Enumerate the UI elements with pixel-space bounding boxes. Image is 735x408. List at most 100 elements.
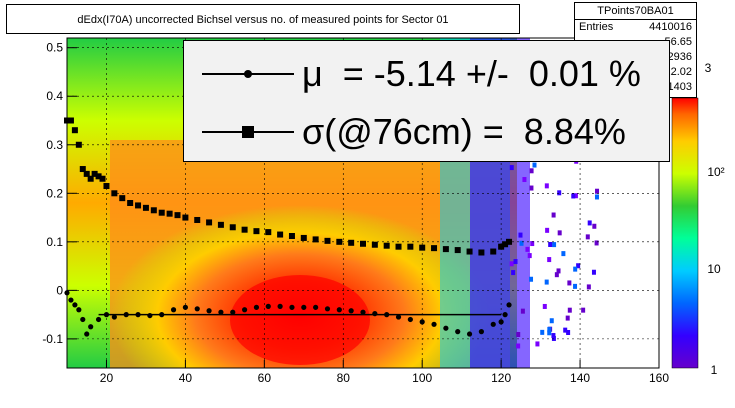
mu-point	[443, 325, 449, 331]
sparse-cell	[518, 232, 523, 238]
sigma-point	[71, 127, 78, 134]
sigma-point	[99, 175, 106, 182]
sparse-cell	[592, 223, 597, 229]
sparse-cell	[581, 307, 586, 313]
sigma-point	[324, 237, 331, 244]
sparse-cell	[519, 240, 524, 246]
sparse-cell	[545, 227, 550, 233]
sparse-cell	[547, 330, 552, 336]
sparse-cell	[530, 241, 535, 247]
stats-value: 4410016	[649, 21, 692, 33]
sparse-cell	[567, 307, 572, 313]
mu-point	[159, 312, 165, 318]
sigma-point	[300, 234, 307, 241]
sparse-cell	[549, 318, 554, 324]
sparse-cell	[529, 276, 534, 282]
mu-point	[230, 309, 236, 315]
sparse-cell	[557, 190, 562, 196]
sparse-cell	[547, 257, 552, 263]
sparse-cell	[565, 315, 570, 321]
y-tick-label: 0	[56, 283, 63, 297]
stats-label: Entries	[579, 21, 614, 33]
mu-point	[289, 304, 295, 310]
color-scale-bar	[672, 98, 698, 368]
y-tick-label: 0.1	[46, 235, 63, 249]
mu-point	[135, 312, 141, 318]
stats-row: 22.02	[575, 65, 696, 80]
sparse-cell	[548, 241, 553, 247]
sigma-point	[127, 200, 134, 206]
stats-row: 56.65	[575, 35, 696, 50]
mu-point	[324, 306, 331, 312]
mu-point	[419, 319, 425, 325]
mu-point	[407, 316, 413, 323]
mu-point	[64, 290, 70, 296]
x-tick-label: 100	[412, 371, 432, 385]
mu-point	[147, 312, 153, 319]
sigma-fit-text: σ(@76cm) = 8.84%	[302, 111, 626, 152]
mu-point	[313, 304, 319, 310]
sigma-point	[277, 231, 284, 238]
mu-point	[123, 312, 129, 318]
sigma-point	[288, 233, 295, 239]
mu-point	[395, 314, 402, 320]
sigma-point	[79, 166, 86, 173]
sparse-cell	[520, 308, 525, 314]
sparse-cell	[511, 270, 516, 276]
sigma-point	[83, 170, 90, 177]
sparse-cell	[576, 263, 581, 269]
sigma-point	[241, 226, 248, 233]
sparse-cell	[551, 212, 556, 218]
sigma-series	[64, 117, 513, 256]
mu-point	[360, 309, 366, 315]
sigma-point	[360, 240, 366, 247]
sparse-cell	[529, 185, 534, 191]
sparse-cell	[557, 230, 562, 236]
mu-point	[242, 307, 248, 313]
sparse-cell	[566, 330, 571, 336]
sparse-cell	[594, 194, 599, 200]
mu-point	[95, 316, 102, 323]
x-tick-label: 140	[570, 371, 590, 385]
sparse-cell	[552, 242, 557, 248]
sigma-point	[348, 239, 355, 246]
mu-point	[182, 304, 188, 310]
mu-point	[84, 331, 90, 337]
sparse-cell	[567, 280, 572, 286]
sigma-point	[265, 229, 272, 236]
sparse-cell	[529, 168, 534, 174]
sigma-point	[506, 238, 513, 245]
sigma-point	[407, 243, 414, 250]
mu-point	[111, 314, 117, 320]
sparse-cell	[509, 261, 514, 267]
sigma-point	[95, 173, 102, 180]
sigma-point	[217, 221, 224, 228]
y-tick-label: 0.3	[46, 138, 63, 152]
sigma-point	[419, 244, 426, 251]
y-tick-label: 0.2	[46, 186, 63, 200]
mu-point	[265, 303, 271, 309]
sparse-cell	[544, 279, 549, 285]
sigma-point	[454, 247, 461, 254]
mu-point	[194, 306, 200, 312]
mu-point	[170, 307, 177, 313]
sparse-cell	[554, 272, 559, 278]
sigma-point	[87, 175, 94, 182]
x-tick-label: 20	[100, 371, 114, 385]
x-tick-label: 160	[649, 371, 669, 385]
sigma-point	[182, 214, 189, 221]
sparse-cell	[585, 234, 590, 240]
sigma-point	[150, 207, 157, 214]
stats-row: Entries 4410016	[575, 20, 696, 35]
sigma-point	[442, 246, 449, 253]
sigma-point	[194, 216, 201, 223]
stats-value: 22.02	[664, 66, 692, 78]
sparse-cell	[551, 335, 556, 341]
mu-point	[206, 308, 212, 314]
mu-point	[431, 321, 437, 327]
sigma-point	[466, 248, 473, 255]
sparse-cell	[571, 193, 576, 199]
sigma-point	[103, 183, 110, 190]
mu-point	[384, 312, 390, 318]
sparse-cell	[563, 327, 568, 333]
